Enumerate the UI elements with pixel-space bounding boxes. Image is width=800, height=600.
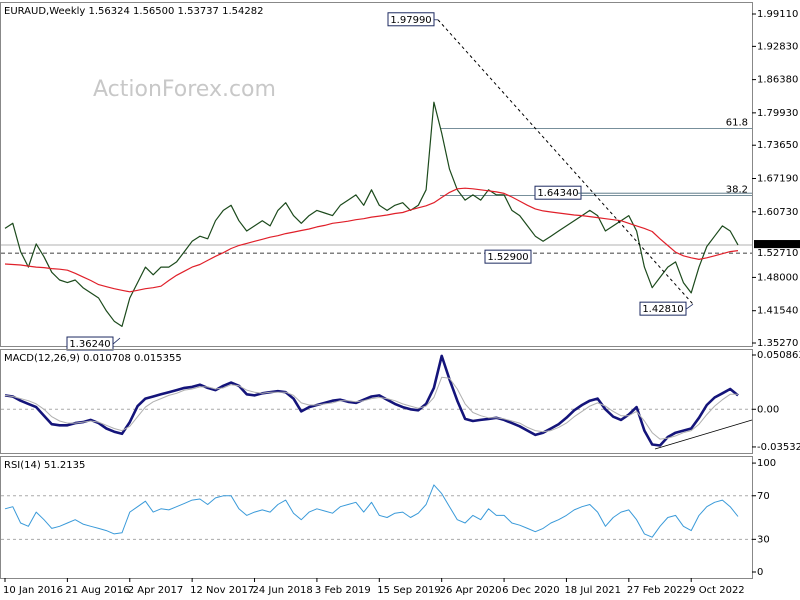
x-tick-label: 15 Sep 2019 [377, 585, 440, 596]
macd-line [4, 354, 739, 447]
price-tag-label: 1.54282 [757, 240, 798, 251]
x-tick-label: 2 Apr 2017 [128, 585, 183, 596]
x-tick-label: 18 Jul 2021 [564, 585, 621, 596]
price-tag [754, 240, 800, 251]
price-line [4, 187, 739, 293]
y-tick-label: 1.92830 [757, 41, 798, 52]
panel-frame [0, 456, 753, 579]
y-tick-label: 0.00 [757, 404, 779, 415]
trend-line [654, 419, 753, 450]
x-tick-label: 27 Feb 2022 [627, 585, 689, 596]
macd-line [4, 376, 738, 440]
y-tick-label: 70 [757, 491, 770, 502]
x-tick-label: 10 Jan 2016 [3, 585, 63, 596]
fib-label: 61.8 [726, 117, 748, 128]
panel-frame [0, 2, 753, 347]
annotation-box [639, 301, 687, 316]
price-tag-label: 1.52710 [757, 248, 798, 259]
panel-header: RSI(14) 51.2135 [4, 460, 85, 471]
annotation-box [534, 185, 582, 200]
y-tick-label: 30 [757, 534, 770, 545]
y-tick-label: 1.60730 [757, 207, 798, 218]
x-tick-label: 9 Oct 2022 [689, 585, 744, 596]
annotation-pointer [112, 337, 121, 345]
panel-frame [0, 349, 753, 454]
annotation-label: 1.36240 [69, 339, 110, 350]
x-tick-label: 24 Jun 2018 [253, 585, 313, 596]
watermark: ActionForex.com [93, 77, 276, 102]
annotation-box [387, 12, 435, 27]
y-tick-label: 1.48000 [757, 272, 798, 283]
annotation-label: 1.97990 [390, 15, 431, 26]
x-tick-label: 12 Nov 2017 [190, 585, 254, 596]
x-tick-label: 6 Dec 2020 [502, 585, 560, 596]
y-tick-label: 0.050863 [757, 350, 800, 361]
y-tick-label: -0.035322 [757, 442, 800, 453]
y-tick-label: 1.35270 [757, 338, 798, 349]
fib-label: 38.2 [726, 185, 748, 196]
annotation-pointer [685, 303, 694, 310]
panel-header: EURAUD,Weekly 1.56324 1.56500 1.53737 1.… [4, 6, 263, 17]
panel-header: MACD(12,26,9) 0.010708 0.015355 [4, 353, 182, 364]
price-tag [754, 248, 800, 259]
annotation-box [484, 249, 532, 264]
y-tick-label: 1.79930 [757, 108, 798, 119]
x-tick-label: 21 Aug 2016 [65, 585, 129, 596]
y-tick-label: 1.41540 [757, 306, 798, 317]
annotation-box [66, 336, 114, 351]
x-tick-label: 3 Feb 2019 [315, 585, 371, 596]
y-tick-label: 100 [757, 458, 776, 469]
price-line [4, 101, 739, 327]
trend-line [437, 19, 694, 305]
y-tick-label: 1.73650 [757, 140, 798, 151]
annotation-label: 1.64340 [537, 188, 578, 199]
y-tick-label: 0 [757, 567, 763, 578]
y-tick-label: 1.67190 [757, 174, 798, 185]
rsi-line [4, 484, 739, 538]
x-tick-label: 26 Apr 2020 [440, 585, 502, 596]
y-tick-label: 1.86380 [757, 75, 798, 86]
annotation-label: 1.52900 [487, 252, 528, 263]
annotation-label: 1.42810 [642, 304, 683, 315]
y-tick-label: 1.99110 [757, 9, 798, 20]
